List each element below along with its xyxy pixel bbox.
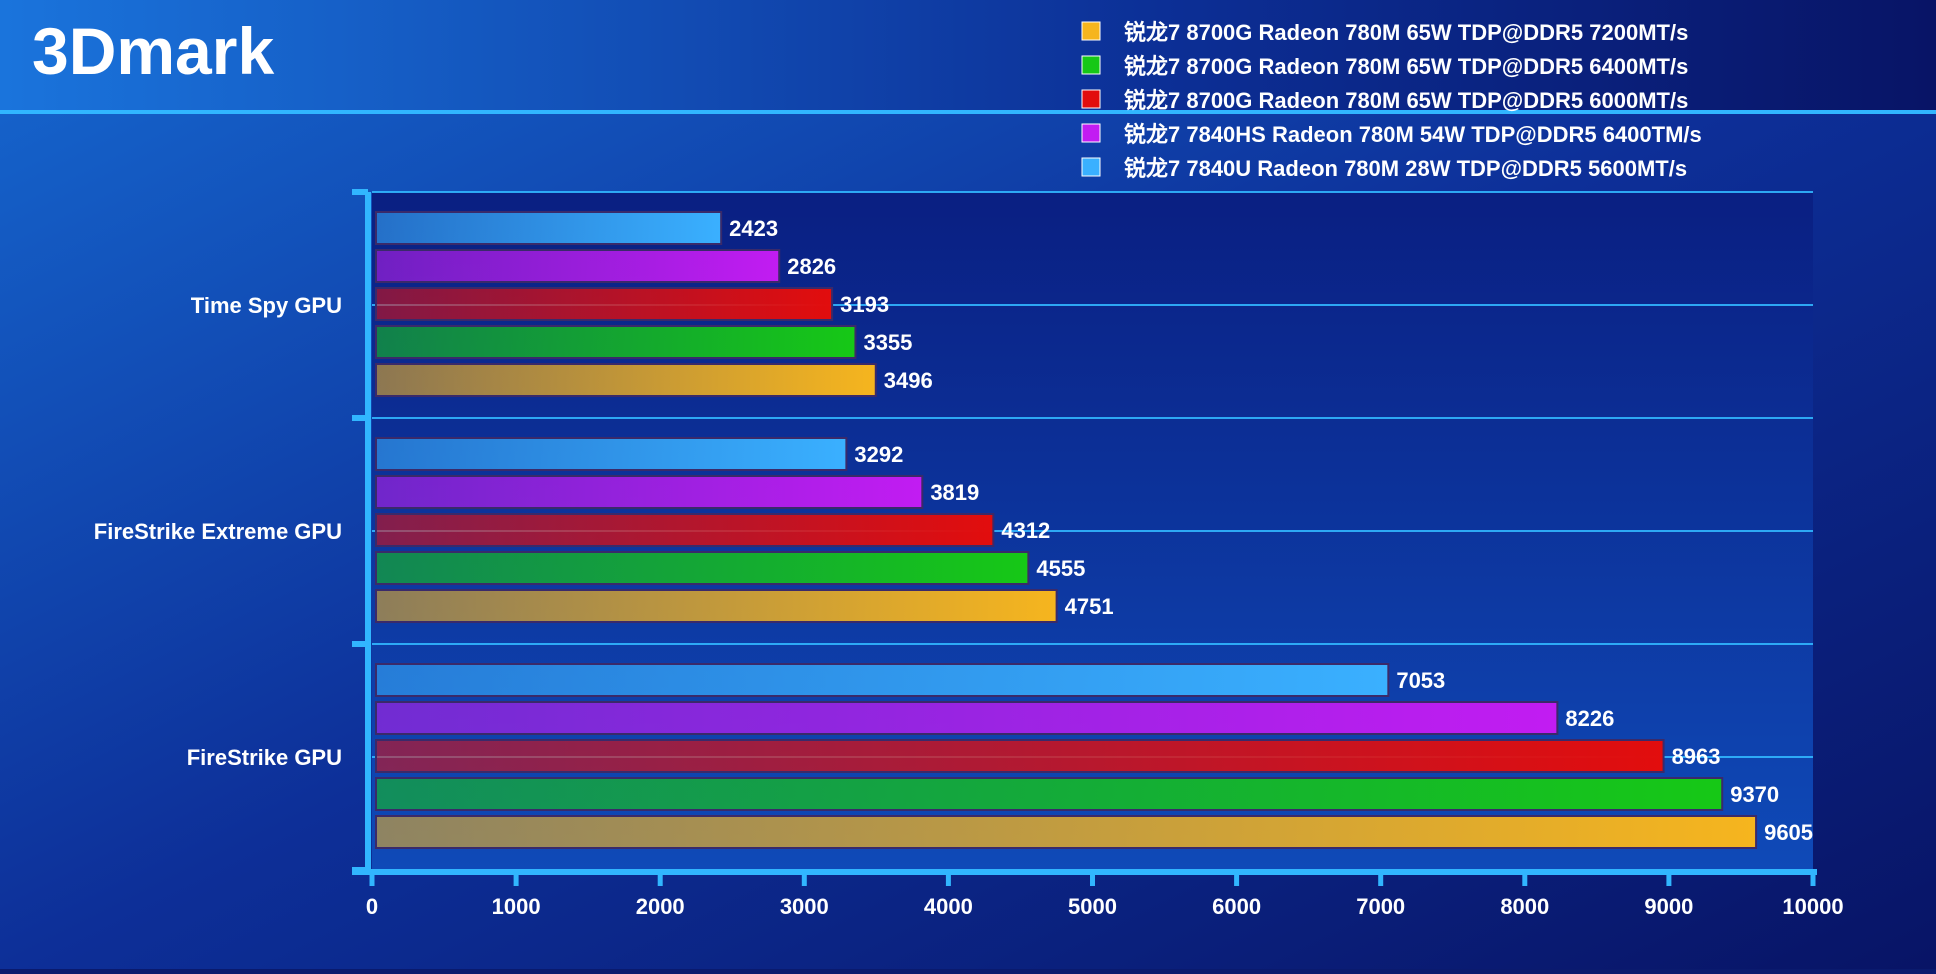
category-label: FireStrike GPU [187,745,342,770]
data-label: 3496 [884,368,933,393]
data-label: 9370 [1730,782,1779,807]
x-tick-label: 0 [366,894,378,919]
legend-swatch [1081,21,1101,41]
bar [375,551,1030,585]
data-label: 3355 [863,330,912,355]
chart-title: 3Dmark [32,14,274,88]
category-label: Time Spy GPU [191,293,342,318]
bar [375,513,995,547]
legend-item: 锐龙7 8700G Radeon 780M 65W TDP@DDR5 6000M… [1081,88,1688,113]
data-label: 3193 [840,292,889,317]
category-label: FireStrike Extreme GPU [94,519,342,544]
data-label: 9605 [1764,820,1813,845]
data-label: 8963 [1672,744,1721,769]
legend-label: 锐龙7 8700G Radeon 780M 65W TDP@DDR5 6000M… [1124,88,1688,113]
x-tick-label: 10000 [1782,894,1843,919]
bar [375,777,1724,811]
bar [375,211,723,245]
x-tick-label: 9000 [1644,894,1693,919]
data-label: 3819 [930,480,979,505]
legend-swatch [1081,89,1101,109]
data-label: 4751 [1065,594,1114,619]
bar [375,475,924,509]
x-tick-label: 4000 [924,894,973,919]
data-label: 3292 [854,442,903,467]
legend-item: 锐龙7 8700G Radeon 780M 65W TDP@DDR5 6400M… [1081,54,1688,79]
legend-item: 锐龙7 7840HS Radeon 780M 54W TDP@DDR5 6400… [1081,122,1702,147]
data-label: 2826 [787,254,836,279]
data-label: 7053 [1396,668,1445,693]
legend-item: 锐龙7 7840U Radeon 780M 28W TDP@DDR5 5600M… [1081,156,1687,181]
header-band [0,0,1936,112]
legend: 锐龙7 8700G Radeon 780M 65W TDP@DDR5 7200M… [1081,20,1702,181]
legend-label: 锐龙7 7840HS Radeon 780M 54W TDP@DDR5 6400… [1124,122,1702,147]
legend-label: 锐龙7 8700G Radeon 780M 65W TDP@DDR5 7200M… [1124,20,1688,45]
x-tick-label: 5000 [1068,894,1117,919]
data-label: 4312 [1001,518,1050,543]
bar [375,325,857,359]
bar [375,739,1665,773]
x-tick-label: 8000 [1500,894,1549,919]
x-tick-label: 6000 [1212,894,1261,919]
bar [375,287,834,321]
legend-swatch [1081,123,1101,143]
x-tick-label: 2000 [636,894,685,919]
bar [375,249,781,283]
legend-swatch [1081,55,1101,75]
x-tick-label: 3000 [780,894,829,919]
data-label: 4555 [1036,556,1085,581]
data-label: 8226 [1565,706,1614,731]
legend-swatch [1081,157,1101,177]
x-tick-label: 7000 [1356,894,1405,919]
bar [375,437,848,471]
legend-label: 锐龙7 7840U Radeon 780M 28W TDP@DDR5 5600M… [1124,156,1687,181]
bar [375,363,877,397]
header-divider [0,110,1936,114]
bar [375,815,1758,849]
x-tick-label: 1000 [492,894,541,919]
bar [375,701,1559,735]
legend-item: 锐龙7 8700G Radeon 780M 65W TDP@DDR5 7200M… [1081,20,1688,45]
bar [375,663,1390,697]
legend-label: 锐龙7 8700G Radeon 780M 65W TDP@DDR5 6400M… [1124,54,1688,79]
data-label: 2423 [729,216,778,241]
bar [375,589,1058,623]
